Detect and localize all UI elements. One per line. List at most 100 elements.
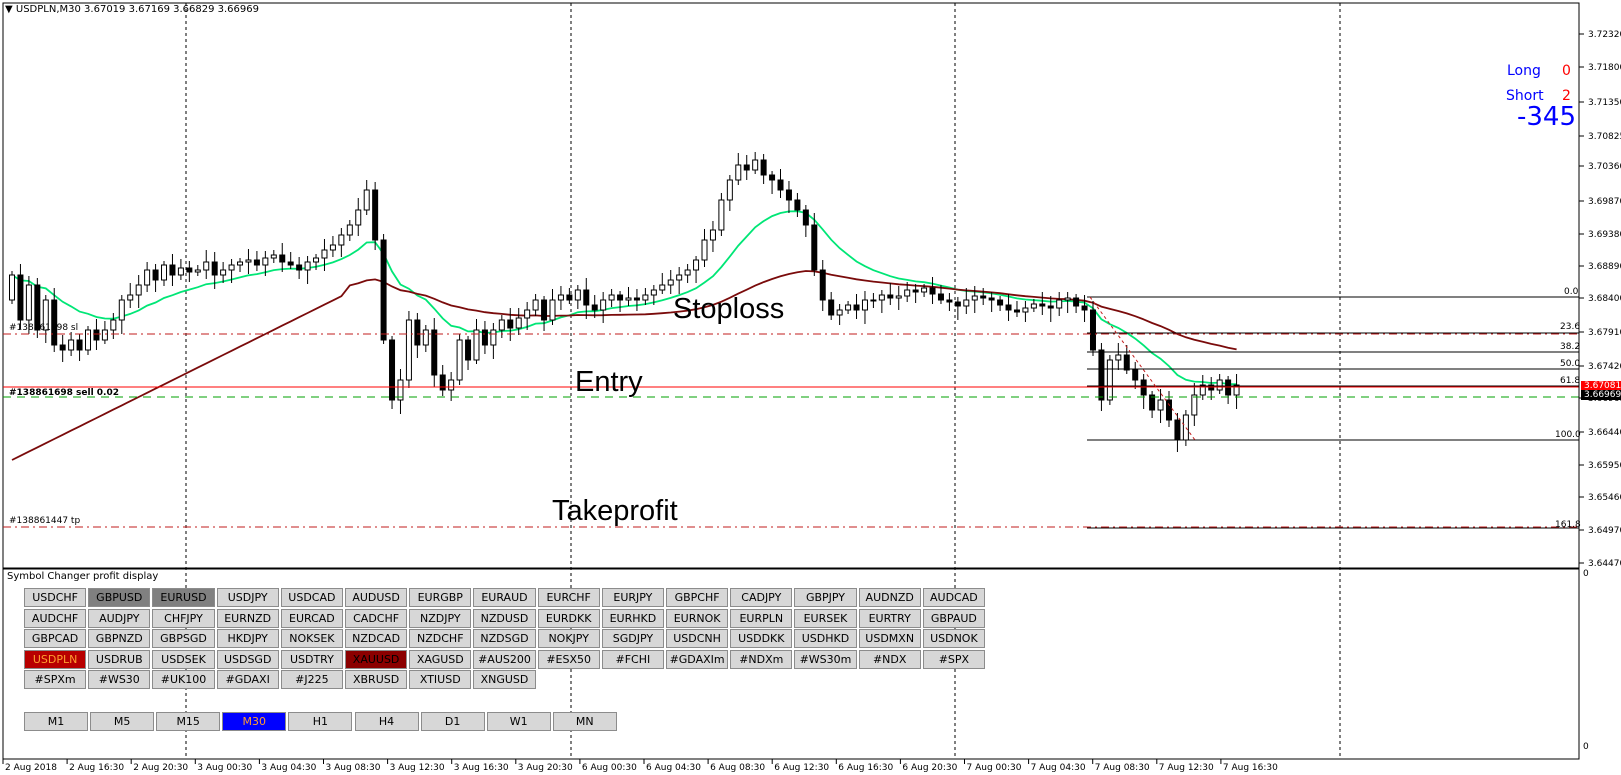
- timeframe-button-m5[interactable]: M5: [90, 712, 155, 731]
- symbol-button-eurcad[interactable]: EURCAD: [280, 608, 343, 628]
- bear-candle: [380, 239, 387, 341]
- symbol-button-j225[interactable]: #J225: [280, 670, 343, 689]
- symbol-button-eurpln[interactable]: EURPLN: [730, 608, 793, 628]
- symbol-button-usdrub[interactable]: USDRUB: [88, 649, 151, 669]
- symbol-button-usdtry[interactable]: USDTRY: [280, 649, 343, 669]
- symbol-button-xbrusd[interactable]: XBRUSD: [345, 670, 408, 689]
- symbol-button-gbpaud[interactable]: GBPAUD: [922, 608, 985, 628]
- symbol-button-xauusd[interactable]: XAUUSD: [345, 649, 408, 669]
- bear-candle: [1047, 305, 1054, 309]
- entry-annotation[interactable]: Entry: [575, 366, 643, 398]
- symbol-button-eurtry[interactable]: EURTRY: [858, 608, 921, 628]
- symbol-button-eurchf[interactable]: EURCHF: [537, 588, 600, 607]
- symbol-button-chfjpy[interactable]: CHFJPY: [152, 608, 215, 628]
- symbol-button-eurjpy[interactable]: EURJPY: [601, 588, 664, 607]
- timeframe-button-h1[interactable]: H1: [288, 712, 353, 731]
- symbol-button-ndx[interactable]: #NDX: [858, 649, 921, 669]
- symbol-button-cadchf[interactable]: CADCHF: [345, 608, 408, 628]
- symbol-button-usdsek[interactable]: USDSEK: [152, 649, 215, 669]
- bear-candle: [566, 294, 573, 301]
- symbol-button-gbpnzd[interactable]: GBPNZD: [88, 629, 151, 648]
- symbol-button-fchi[interactable]: #FCHI: [601, 649, 664, 669]
- symbol-button-eursek[interactable]: EURSEK: [794, 608, 857, 628]
- bull-candle: [144, 269, 151, 286]
- tp-order-label[interactable]: #138861447 tp: [9, 516, 81, 526]
- timeframe-button-h4[interactable]: H4: [354, 712, 419, 731]
- symbol-button-xtiusd[interactable]: XTIUSD: [409, 670, 472, 689]
- time-tick-label: 3 Aug 04:30: [261, 763, 316, 773]
- takeprofit-annotation[interactable]: Takeprofit: [552, 495, 678, 527]
- timeframe-button-m1[interactable]: M1: [24, 712, 88, 731]
- timeframe-button-mn[interactable]: MN: [552, 712, 617, 731]
- symbol-button-gdaxi[interactable]: #GDAXI: [216, 670, 279, 689]
- symbol-button-euraud[interactable]: EURAUD: [473, 588, 536, 607]
- symbol-button-eurusd[interactable]: EURUSD: [152, 588, 215, 607]
- bear-candle: [1081, 305, 1088, 311]
- symbol-button-audnzd[interactable]: AUDNZD: [858, 588, 921, 607]
- symbol-button-eurgbp[interactable]: EURGBP: [409, 588, 472, 607]
- timeframe-button-m30[interactable]: M30: [222, 712, 287, 731]
- fast-ma-line: [11, 210, 1237, 386]
- symbol-button-nzdjpy[interactable]: NZDJPY: [409, 608, 472, 628]
- symbol-button-usdchf[interactable]: USDCHF: [24, 588, 87, 607]
- fibonacci-retracement[interactable]: [1087, 296, 1579, 529]
- symbol-button-nzdusd[interactable]: NZDUSD: [473, 608, 536, 628]
- symbol-button-usdsgd[interactable]: USDSGD: [216, 649, 279, 669]
- symbol-button-spx[interactable]: #SPX: [922, 649, 985, 669]
- bull-candle: [524, 309, 531, 319]
- symbol-button-usdcad[interactable]: USDCAD: [280, 588, 343, 607]
- symbol-button-audusd[interactable]: AUDUSD: [345, 588, 408, 607]
- symbol-button-ws30[interactable]: #WS30: [88, 670, 151, 689]
- price-axis[interactable]: 3.72320 3.71800 3.71350 3.70825 3.70360 3.698…: [1578, 3, 1621, 759]
- bull-candle: [709, 229, 716, 241]
- symbol-button-esx50[interactable]: #ESX50: [537, 649, 600, 669]
- symbol-button-nzdcad[interactable]: NZDCAD: [345, 629, 408, 648]
- symbol-button-xagusd[interactable]: XAGUSD: [409, 649, 472, 669]
- symbol-button-uk100[interactable]: #UK100: [152, 670, 215, 689]
- symbol-button-eurhkd[interactable]: EURHKD: [601, 608, 664, 628]
- bull-candle: [693, 259, 700, 271]
- symbol-button-gbpchf[interactable]: GBPCHF: [666, 588, 729, 607]
- symbol-button-audcad[interactable]: AUDCAD: [922, 588, 985, 607]
- symbol-button-usddkk[interactable]: USDDKK: [730, 629, 793, 648]
- bear-candle: [743, 164, 750, 171]
- symbol-button-xngusd[interactable]: XNGUSD: [473, 670, 536, 689]
- symbol-button-audchf[interactable]: AUDCHF: [24, 608, 87, 628]
- symbol-button-usdpln[interactable]: USDPLN: [24, 649, 87, 669]
- timeframe-button-w1[interactable]: W1: [486, 712, 551, 731]
- symbol-button-usdjpy[interactable]: USDJPY: [216, 588, 279, 607]
- entry-order-label[interactable]: #138861698 sell 0.02: [9, 388, 120, 398]
- symbol-button-usdmxn[interactable]: USDMXN: [858, 629, 921, 648]
- symbol-button-gbpusd[interactable]: GBPUSD: [88, 588, 151, 607]
- symbol-button-noksek[interactable]: NOKSEK: [280, 629, 343, 648]
- symbol-button-audjpy[interactable]: AUDJPY: [88, 608, 151, 628]
- symbol-button-nzdsgd[interactable]: NZDSGD: [473, 629, 536, 648]
- dropdown-arrow-icon[interactable]: ▼: [5, 4, 13, 15]
- stoploss-annotation[interactable]: Stoploss: [673, 293, 785, 325]
- symbol-button-spxm[interactable]: #SPXm: [24, 670, 87, 689]
- symbol-button-gbpsgd[interactable]: GBPSGD: [152, 629, 215, 648]
- symbol-button-aus200[interactable]: #AUS200: [473, 649, 536, 669]
- price-tick-label: 3.64470: [1588, 559, 1621, 569]
- timeframe-button-m15[interactable]: M15: [156, 712, 221, 731]
- symbol-button-gbpcad[interactable]: GBPCAD: [24, 629, 87, 648]
- bull-candle: [338, 234, 345, 246]
- time-axis[interactable]: 2 Aug 2018 2 Aug 16:30 2 Aug 20:30 3 Aug 00…: [2, 758, 1579, 773]
- symbol-button-usdnok[interactable]: USDNOK: [922, 629, 985, 648]
- symbol-button-hkdjpy[interactable]: HKDJPY: [216, 629, 279, 648]
- symbol-button-nzdchf[interactable]: NZDCHF: [409, 629, 472, 648]
- symbol-button-gbpjpy[interactable]: GBPJPY: [794, 588, 857, 607]
- symbol-button-eurnok[interactable]: EURNOK: [666, 608, 729, 628]
- symbol-button-sgdjpy[interactable]: SGDJPY: [601, 629, 664, 648]
- symbol-button-ndxm[interactable]: #NDXm: [730, 649, 793, 669]
- symbol-button-gdaxim[interactable]: #GDAXIm: [666, 649, 729, 669]
- symbol-button-cadjpy[interactable]: CADJPY: [730, 588, 793, 607]
- symbol-button-eurnzd[interactable]: EURNZD: [216, 608, 279, 628]
- symbol-button-ws30m[interactable]: #WS30m: [794, 649, 857, 669]
- timeframe-button-d1[interactable]: D1: [420, 712, 485, 731]
- symbol-button-usdhkd[interactable]: USDHKD: [794, 629, 857, 648]
- symbol-button-usdcnh[interactable]: USDCNH: [666, 629, 729, 648]
- symbol-button-eurdkk[interactable]: EURDKK: [537, 608, 600, 628]
- sl-order-label[interactable]: #138861698 sl: [9, 323, 79, 333]
- symbol-button-nokjpy[interactable]: NOKJPY: [537, 629, 600, 648]
